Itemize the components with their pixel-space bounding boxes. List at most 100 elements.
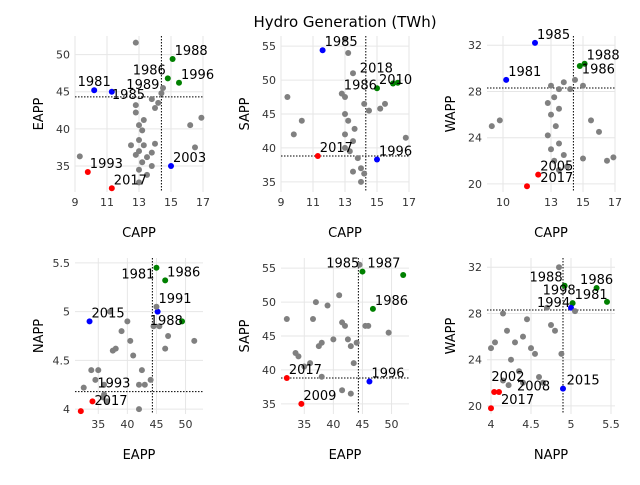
data-point — [191, 337, 198, 344]
subplot-1: 9 11 13 15 1735404550CAPPEAPP198819961986198… — [32, 36, 214, 241]
data-point — [544, 100, 551, 107]
data-point — [402, 134, 409, 141]
x-tick-label: 5.5 — [602, 418, 620, 431]
x-tick-label: 45 — [355, 418, 369, 431]
data-point — [593, 285, 600, 292]
year-annotation: 2015 — [567, 374, 600, 389]
data-point — [520, 333, 526, 340]
data-point — [136, 137, 142, 143]
data-point — [588, 117, 594, 124]
data-point — [342, 144, 348, 151]
data-point — [339, 387, 346, 394]
x-tick-label: 35 — [297, 418, 311, 431]
data-point — [301, 363, 308, 370]
data-point — [95, 367, 102, 374]
y-tick-label: 45 — [262, 108, 276, 121]
x-tick-label: 4.5 — [522, 418, 540, 431]
x-tick-label: 10 — [496, 196, 510, 209]
data-point — [516, 368, 522, 375]
y-axis-label: NAPP — [32, 319, 47, 353]
x-tick-label: 50 — [179, 418, 193, 431]
data-point — [572, 76, 578, 83]
data-point — [532, 39, 538, 46]
x-tick-label: 9 — [72, 196, 79, 209]
data-point — [358, 178, 364, 185]
data-point — [153, 303, 160, 310]
data-point — [342, 131, 348, 138]
year-annotation: 1981 — [508, 65, 541, 80]
data-point — [558, 350, 565, 357]
y-tick-label: 35 — [56, 160, 70, 173]
data-point — [88, 367, 95, 374]
data-point — [544, 132, 551, 139]
x-tick-label: 17 — [196, 196, 210, 209]
data-point — [488, 123, 495, 130]
data-point — [153, 264, 160, 271]
year-annotation: 1986 — [582, 63, 615, 78]
data-point — [548, 82, 554, 89]
y-axis-label: WAPP — [444, 317, 459, 354]
data-point — [524, 183, 530, 190]
data-point — [130, 352, 137, 359]
data-point — [551, 157, 558, 164]
x-tick-label: 17 — [402, 196, 416, 209]
data-point — [318, 373, 325, 380]
x-axis-label: CAPP — [122, 226, 156, 241]
y-tick-label: 50 — [262, 74, 276, 87]
x-axis-label: CAPP — [534, 226, 568, 241]
year-annotation: 1991 — [158, 292, 191, 307]
year-annotation: 2002 — [491, 370, 524, 385]
y-tick-label: 35 — [262, 176, 276, 189]
data-point — [324, 302, 331, 309]
y-tick-label: 32 — [468, 39, 482, 52]
data-point — [155, 99, 162, 106]
y-tick-label: 24 — [468, 132, 482, 145]
data-point — [330, 336, 337, 343]
y-tick-label: 50 — [56, 49, 70, 62]
x-tick-label: 13 — [544, 196, 558, 209]
y-axis-label: EAPP — [32, 97, 47, 130]
data-point — [548, 146, 554, 153]
data-point — [169, 56, 176, 63]
data-point — [556, 86, 562, 93]
data-point — [148, 96, 155, 103]
data-point — [512, 339, 518, 346]
data-point — [567, 86, 574, 93]
data-point — [358, 165, 364, 172]
data-point — [552, 123, 559, 130]
data-point — [365, 322, 372, 329]
x-tick-label: 35 — [91, 418, 105, 431]
data-point — [500, 377, 506, 384]
data-point — [128, 142, 134, 149]
data-point — [92, 376, 99, 383]
x-tick-label: 15 — [370, 196, 384, 209]
data-point — [377, 105, 384, 112]
data-point — [310, 316, 316, 323]
data-point — [147, 376, 154, 383]
year-annotation: 1981 — [121, 267, 154, 282]
data-point — [148, 149, 155, 156]
x-tick-label: 17 — [608, 196, 622, 209]
year-annotation: 2017 — [540, 171, 573, 186]
data-point — [76, 153, 83, 160]
year-annotation: 1989 — [126, 78, 159, 93]
data-point — [520, 379, 526, 386]
data-point — [552, 327, 558, 334]
data-point — [569, 300, 576, 307]
data-point — [564, 163, 570, 170]
year-annotation: 1981 — [575, 288, 608, 303]
data-point — [344, 336, 351, 343]
data-point — [572, 308, 578, 315]
year-annotation: 1981 — [78, 75, 111, 90]
data-point — [347, 390, 354, 397]
data-point — [284, 94, 291, 101]
y-tick-label: 28 — [468, 307, 482, 320]
data-point — [488, 405, 494, 412]
data-point — [500, 310, 506, 317]
year-annotation: 2008 — [517, 379, 550, 394]
data-point — [99, 394, 106, 401]
data-point — [179, 318, 186, 325]
data-point — [136, 179, 142, 186]
data-point — [353, 339, 360, 346]
